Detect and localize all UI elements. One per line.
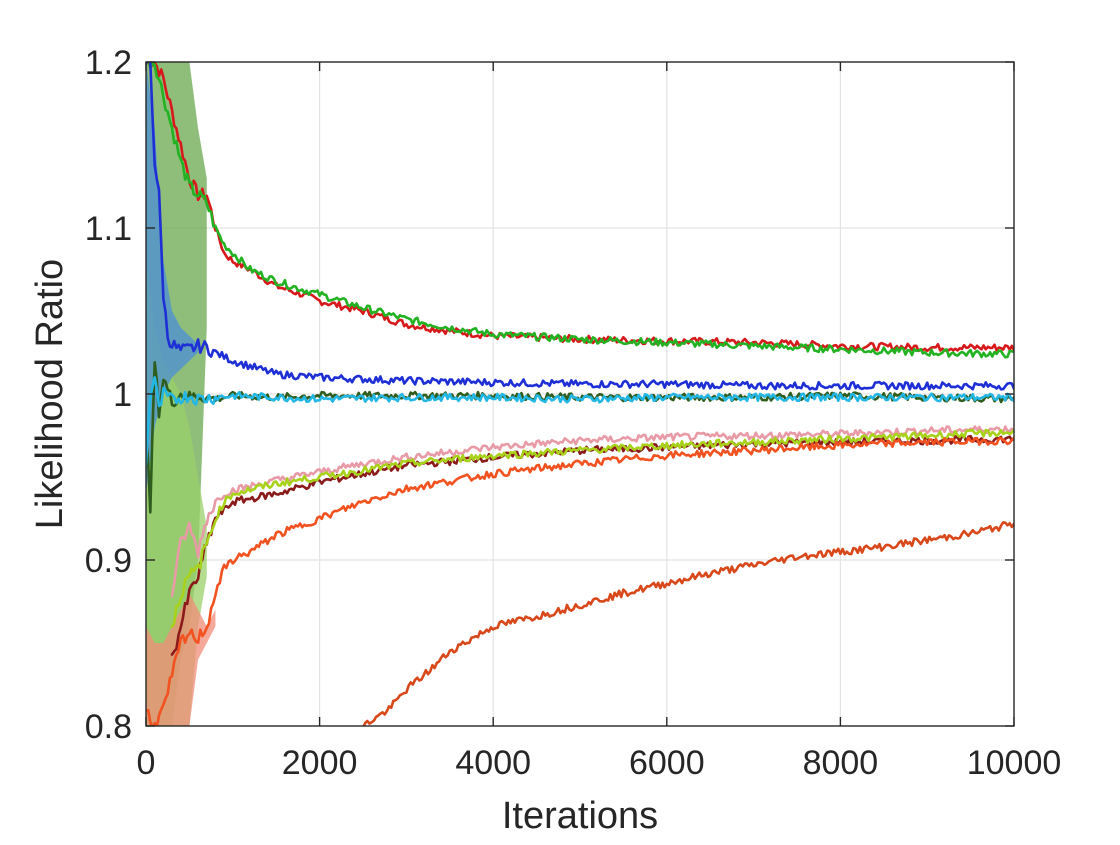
x-tick-label: 8000 (803, 744, 879, 782)
series-line (146, 62, 1014, 353)
x-tick-label: 10000 (967, 744, 1062, 782)
x-tick-label: 6000 (629, 744, 705, 782)
series-line (146, 436, 1014, 726)
series-line (146, 62, 1014, 391)
confidence-bands (146, 62, 216, 726)
series-line (146, 376, 1014, 466)
y-tick-label: 1 (113, 376, 132, 414)
y-tick-label: 1.2 (85, 44, 132, 82)
series-line (170, 428, 1014, 629)
series-line (146, 62, 1014, 359)
y-axis-label: Likelihood Ratio (29, 259, 71, 529)
x-tick-label: 0 (137, 744, 156, 782)
y-tick-label: 0.8 (85, 708, 132, 746)
series-line (362, 521, 1014, 726)
grid (146, 62, 1014, 726)
confidence-band (146, 62, 199, 494)
x-axis-label: Iterations (502, 795, 658, 837)
confidence-band (146, 593, 216, 726)
x-tick-label: 4000 (455, 744, 531, 782)
y-tick-label: 0.9 (85, 542, 132, 580)
series-lines (146, 62, 1014, 726)
series-line (170, 425, 1014, 598)
x-tick-label: 2000 (282, 744, 358, 782)
axis-ticks: 0 2000 4000 6000 8000 10000 0.8 0.9 1 1.1 1.2 (85, 44, 1062, 782)
y-tick-label: 1.1 (85, 210, 132, 248)
